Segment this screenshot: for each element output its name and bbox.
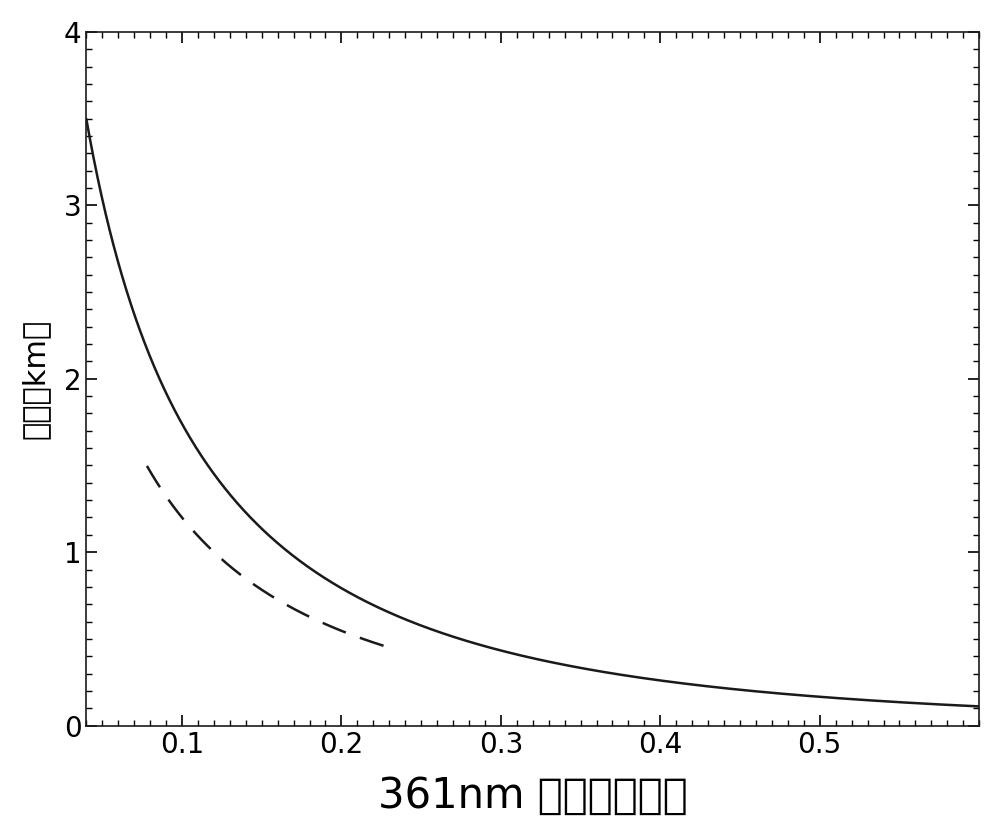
- X-axis label: 361nm 波长消光系数: 361nm 波长消光系数: [378, 775, 688, 817]
- Y-axis label: 高度（km）: 高度（km）: [21, 318, 50, 439]
